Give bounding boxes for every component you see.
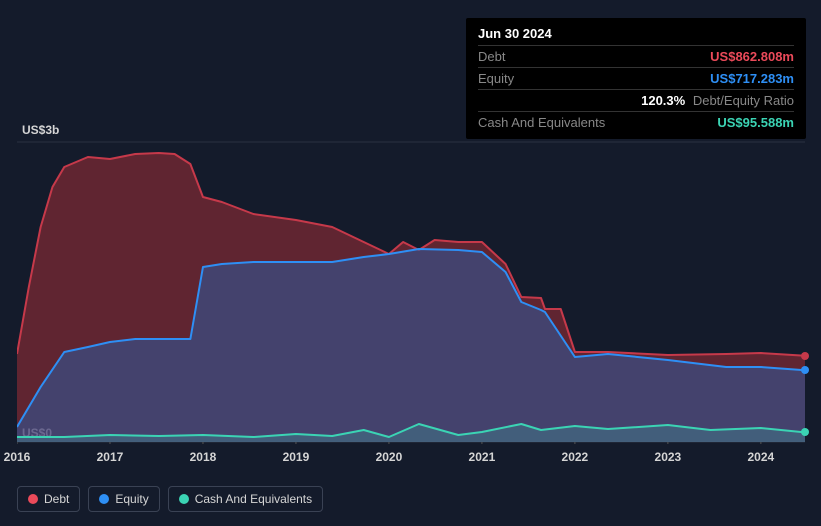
x-tick-2017: 2017 [97, 450, 124, 464]
tooltip-equity-label: Equity [478, 71, 710, 86]
tooltip-row-equity: Equity US$717.283m [478, 67, 794, 89]
tooltip-debt-value: US$862.808m [710, 49, 794, 64]
tooltip-debt-label: Debt [478, 49, 710, 64]
tooltip-row-debt: Debt US$862.808m [478, 45, 794, 67]
legend-item-equity[interactable]: Equity [88, 486, 159, 512]
tooltip-cash-label: Cash And Equivalents [478, 115, 717, 130]
tooltip-cash-value: US$95.588m [717, 115, 794, 130]
tooltip-date: Jun 30 2024 [478, 26, 794, 45]
tooltip-equity-value: US$717.283m [710, 71, 794, 86]
legend-label: Debt [44, 492, 69, 506]
x-tick-2018: 2018 [190, 450, 217, 464]
x-tick-2016: 2016 [4, 450, 31, 464]
tooltip-row-ratio: 120.3% Debt/Equity Ratio [478, 89, 794, 111]
legend-label: Cash And Equivalents [195, 492, 312, 506]
endpoint-equity [801, 366, 809, 374]
legend-item-debt[interactable]: Debt [17, 486, 80, 512]
debt-equity-chart[interactable] [17, 132, 805, 460]
endpoint-cash-and-equivalents [801, 428, 809, 436]
legend-dot-icon [179, 494, 189, 504]
tooltip-row-cash: Cash And Equivalents US$95.588m [478, 111, 794, 133]
x-tick-2021: 2021 [469, 450, 496, 464]
x-tick-2019: 2019 [283, 450, 310, 464]
x-tick-2024: 2024 [748, 450, 775, 464]
x-axis-labels: 201620172018201920202021202220232024 [17, 450, 805, 468]
legend-label: Equity [115, 492, 148, 506]
legend-item-cash-and-equivalents[interactable]: Cash And Equivalents [168, 486, 323, 512]
tooltip-ratio-label: Debt/Equity Ratio [693, 93, 794, 108]
x-tick-2023: 2023 [655, 450, 682, 464]
tooltip-ratio-value: 120.3% [641, 93, 685, 108]
chart-tooltip: Jun 30 2024 Debt US$862.808m Equity US$7… [466, 18, 806, 139]
endpoint-debt [801, 352, 809, 360]
chart-legend: Debt Equity Cash And Equivalents [17, 486, 323, 512]
legend-dot-icon [28, 494, 38, 504]
legend-dot-icon [99, 494, 109, 504]
x-tick-2020: 2020 [376, 450, 403, 464]
x-tick-2022: 2022 [562, 450, 589, 464]
